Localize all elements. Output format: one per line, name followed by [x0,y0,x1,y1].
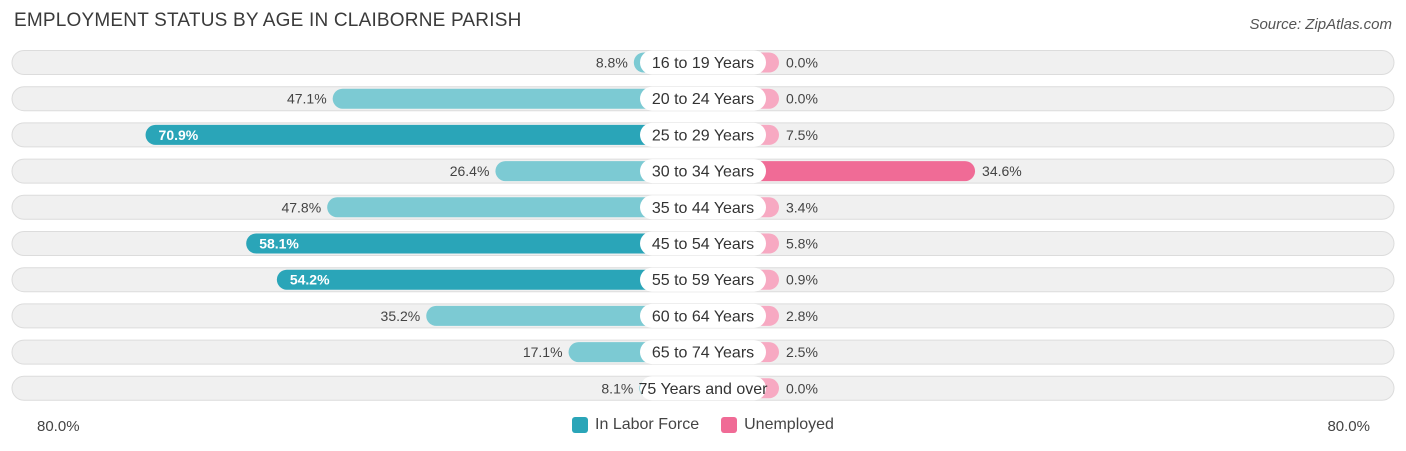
data-label-labor-force: 8.8% [596,55,628,71]
bar-labor-force [276,269,703,290]
data-label-unemployed: 34.6% [982,163,1022,179]
bar-labor-force [246,233,703,254]
legend-item-unemployed[interactable]: Unemployed [721,416,834,434]
category-label: 20 to 24 Years [652,91,754,108]
data-label-unemployed: 0.0% [786,380,818,396]
bar-labor-force [426,305,703,326]
category-pill [640,86,766,111]
bar-unemployed [703,161,976,182]
category-pill [640,303,766,328]
source-label: Source: ZipAtlas.com [1249,16,1392,33]
category-label: 55 to 59 Years [652,272,754,289]
data-label-unemployed: 0.9% [786,272,818,288]
category-pill [640,231,766,256]
legend-swatch-labor [572,417,589,433]
category-pill [640,267,766,292]
category-label: 30 to 34 Years [652,164,754,181]
category-label: 16 to 19 Years [652,55,754,72]
axis-left-label: 80.0% [37,418,80,435]
data-label-labor-force: 47.8% [281,199,321,215]
legend-item-labor[interactable]: In Labor Force [572,416,699,434]
data-label-labor-force: 8.1% [601,380,633,396]
category-label: 75 Years and over [639,381,769,398]
data-label-unemployed: 3.4% [786,199,818,215]
data-label-unemployed: 2.5% [786,344,818,360]
category-pill [640,159,766,184]
bar-labor-force [145,124,703,145]
legend: In Labor Force Unemployed [0,416,1406,434]
category-pill [640,122,766,147]
data-label-unemployed: 0.0% [786,55,818,71]
data-label-labor-force: 26.4% [450,163,490,179]
legend-label-labor: In Labor Force [595,416,700,433]
category-pill [640,340,766,365]
data-label-labor-force: 47.1% [287,91,327,107]
chart-title: EMPLOYMENT STATUS BY AGE IN CLAIBORNE PA… [14,10,522,31]
data-label-labor-force: 54.2% [290,272,330,288]
axis-right-label: 80.0% [1327,418,1370,435]
category-pill [640,195,766,220]
category-label: 65 to 74 Years [652,345,754,362]
bar-labor-force [332,88,703,109]
data-label-unemployed: 2.8% [786,308,818,324]
bar-labor-force [327,197,703,218]
data-label-unemployed: 5.8% [786,236,818,252]
data-label-labor-force: 70.9% [159,127,199,143]
category-label: 60 to 64 Years [652,308,754,325]
category-label: 45 to 54 Years [652,236,754,253]
data-label-unemployed: 0.0% [786,91,818,107]
data-label-unemployed: 7.5% [786,127,818,143]
category-label: 35 to 44 Years [652,200,754,217]
data-label-labor-force: 17.1% [523,344,563,360]
category-pill [640,376,766,401]
data-label-labor-force: 35.2% [381,308,421,324]
category-label: 25 to 29 Years [652,127,754,144]
legend-swatch-unemployed [721,417,738,433]
data-label-labor-force: 58.1% [259,236,299,252]
category-pill [640,50,766,75]
legend-label-unemployed: Unemployed [744,416,834,433]
